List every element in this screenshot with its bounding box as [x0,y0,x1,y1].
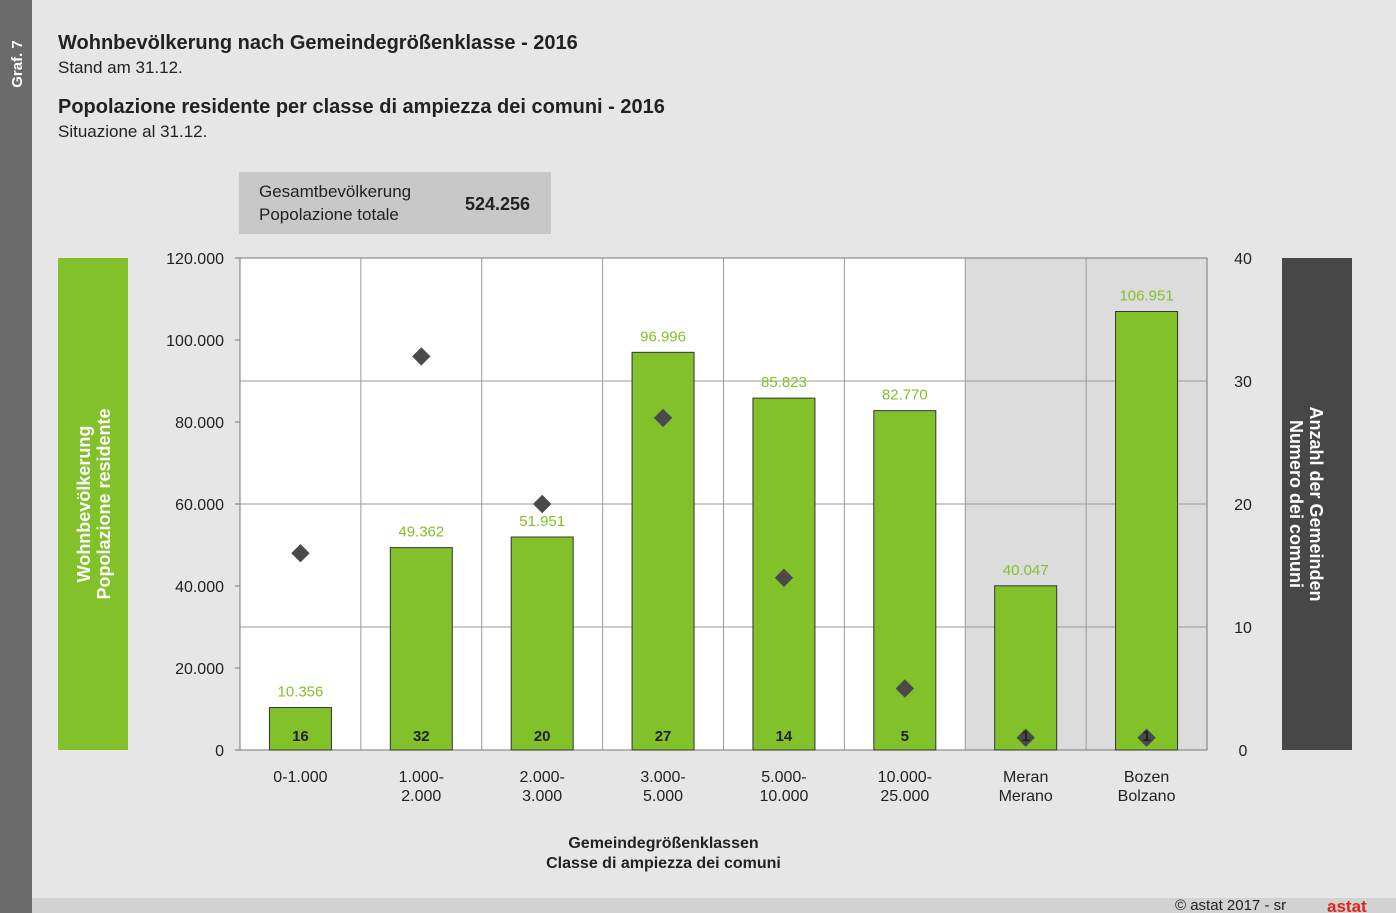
y-tick-label: 0 [215,743,224,760]
marker [1137,728,1156,747]
count-label: 5 [901,728,909,745]
data-label: 49.362 [398,524,444,541]
x-tick-label: 0-1.000 [273,769,327,786]
bar [994,585,1058,751]
y-tick-label: 120.000 [166,251,224,268]
count-label: 20 [534,728,551,745]
y-tick-label: 60.000 [175,497,224,514]
data-label: 40.047 [1003,562,1049,579]
bar [268,707,332,751]
chart-subtitle: Situazione al 31.12. [58,122,207,141]
x-tick-label: 3.000-5.000 [640,769,685,805]
data-label: 85.823 [761,374,807,391]
y2-tick-label: 40 [1234,251,1252,268]
total-label: Popolazione totale [259,205,399,224]
y-tick-label: 80.000 [175,415,224,432]
data-label: 96.996 [640,328,686,345]
bar [510,536,574,751]
chart-title: Popolazione residente per classe di ampi… [58,96,665,118]
count-label: 14 [776,728,793,745]
bar [1115,311,1179,751]
marker [412,347,431,366]
marker [291,544,310,563]
y2-axis-box [1282,258,1352,750]
total-value: 524.256 [465,194,530,214]
count-label: 1 [1142,728,1150,745]
marker [1016,728,1035,747]
x-tick-label: 1.000-2.000 [399,769,444,805]
chart-title: Wohnbevölkerung nach Gemeindegrößenklass… [58,32,578,54]
bar [389,547,453,751]
y2-tick-label: 10 [1234,620,1252,637]
marker [774,568,794,587]
total-box [239,172,551,234]
bottom-strip [32,898,1396,913]
y2-tick-label: 30 [1234,374,1252,391]
bar [873,410,937,751]
copyright: © astat 2017 - sr [1175,897,1286,913]
y-axis-box [58,258,128,750]
y2-tick-label: 20 [1234,497,1252,514]
y2-axis-title: Anzahl der GemeindenNumero dei comuni [1286,406,1326,601]
y-tick-label: 20.000 [175,661,224,678]
data-label: 10.356 [277,684,323,701]
count-label: 1 [1022,728,1030,745]
data-label: 82.770 [882,387,928,404]
side-strip [0,0,32,913]
y-axis-title: WohnbevölkerungPopolazione residente [74,408,114,599]
x-tick-label: 10.000-25.000 [878,769,932,805]
logo: astat [1327,897,1367,913]
y-tick-label: 40.000 [175,579,224,596]
marker [532,494,552,514]
marker [895,679,915,698]
chart-subtitle: Stand am 31.12. [58,58,183,77]
x-tick-label: 2.000-3.000 [520,769,565,805]
total-label: Gesamtbevölkerung [259,182,411,201]
y2-tick-label: 0 [1239,743,1248,760]
count-label: 27 [655,728,672,745]
x-tick-label: 5.000-10.000 [759,769,808,805]
y-tick-label: 100.000 [166,333,224,350]
count-label: 16 [292,728,309,745]
x-tick-label: Meran Merano [999,769,1053,805]
x-axis-title: Gemeindegrößenklassen Classe di ampiezza … [546,835,781,872]
marker [653,408,673,428]
x-tick-label: Bozen Bolzano [1118,769,1176,805]
count-label: 32 [413,728,430,745]
graph-label: Graf. 7 [9,40,26,88]
data-label: 51.951 [519,513,565,530]
data-label: 106.951 [1119,288,1173,305]
